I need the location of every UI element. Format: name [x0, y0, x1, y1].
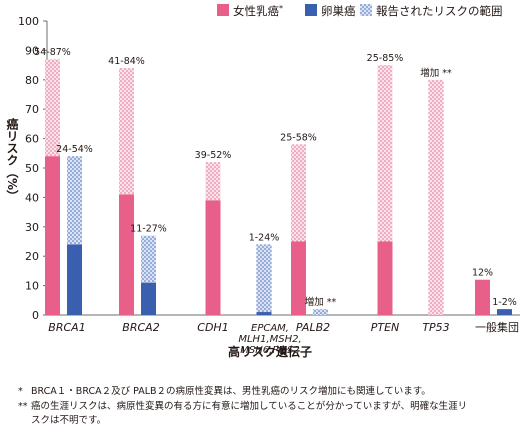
- data-label: 54-87%: [34, 47, 71, 58]
- y-tick-label: 30: [25, 221, 39, 234]
- y-tick-label: 40: [25, 191, 39, 204]
- y-tick-label: 60: [25, 133, 39, 146]
- value-bar-ovarian: [256, 312, 272, 315]
- range-bar-ovarian: [67, 156, 82, 245]
- range-bar-breast: [45, 59, 60, 157]
- x-axis-title: 高リスク遺伝子: [228, 344, 312, 359]
- legend-label-breast: 女性乳癌*: [233, 4, 283, 18]
- footnote-2: ** 癌の生涯リスクは、病原性変異の有る方に有意に増加していることが分かっていま…: [18, 400, 467, 414]
- data-label: 39-52%: [195, 150, 232, 161]
- data-label: 増加 **: [305, 296, 337, 308]
- value-bar-breast: [119, 194, 134, 315]
- value-bar-ovarian: [497, 309, 512, 315]
- legend-swatch-range: [360, 4, 372, 16]
- footnote-text: 癌の生涯リスクは、病原性変異の有る方に有意に増加していることが分かっていますが、…: [31, 401, 468, 412]
- y-tick-label: 20: [25, 250, 39, 263]
- range-bar-breast: [119, 68, 134, 195]
- value-bar-ovarian: [141, 282, 156, 315]
- footnote-text: BRCA１・BRCA２及び PALB２の病原性変異は、男性乳癌のリスク増加にも関…: [31, 386, 431, 397]
- y-tick-label: 90: [25, 44, 39, 57]
- range-bar-breast: [205, 162, 221, 201]
- y-axis-title: 癌リスク（%）: [5, 117, 19, 202]
- footnote-text: スクは不明です。: [31, 415, 107, 426]
- category-label: CDH1: [197, 321, 228, 334]
- footnote-3: スクは不明です。: [18, 414, 106, 428]
- data-label: 24-54%: [56, 144, 93, 155]
- y-tick-label: 80: [25, 74, 39, 87]
- value-bar-ovarian: [67, 244, 82, 315]
- cancer-risk-chart: 0 10 20 30 40 50 60 70 80 90 100 癌リスク（%） 高リスク遺伝子 54-8…: [5, 4, 520, 359]
- y-tick-label: 10: [25, 280, 39, 293]
- category-label: EPCAM,: [251, 323, 289, 334]
- y-tick-label: 100: [18, 15, 39, 28]
- range-bar-breast: [291, 144, 306, 242]
- category-label: BRCA2: [122, 321, 159, 334]
- footnote-mark: **: [18, 401, 28, 412]
- range-bar-ovarian: [256, 244, 272, 313]
- data-label: 1-2%: [492, 297, 517, 308]
- footnote-1: * BRCA１・BRCA２及び PALB２の病原性変異は、男性乳癌のリスク増加に…: [18, 385, 431, 399]
- category-label: TP53: [422, 321, 449, 334]
- footnote-mark: *: [18, 386, 23, 397]
- range-bar-ovarian: [313, 309, 328, 315]
- range-bar-ovarian: [141, 235, 156, 283]
- category-label: PALB2: [296, 321, 330, 334]
- legend-swatch-breast: [217, 4, 229, 16]
- value-bar-breast: [205, 200, 221, 315]
- category-label: MLH1,MSH2,: [238, 334, 301, 345]
- y-tick-label: 50: [25, 162, 39, 175]
- category-label: PTEN: [371, 321, 400, 334]
- value-bar-breast: [475, 279, 490, 315]
- value-bar-breast: [291, 241, 306, 315]
- category-label: MSH6,PMS2: [240, 345, 299, 356]
- y-tick-label: 0: [32, 309, 39, 322]
- value-bar-breast: [377, 241, 393, 315]
- category-label: BRCA1: [48, 321, 85, 334]
- category-label: 一般集団: [475, 320, 519, 334]
- y-tick-label: 70: [25, 103, 39, 116]
- range-bar-breast: [428, 79, 444, 315]
- legend-label-ovarian: 卵巣癌: [321, 4, 356, 18]
- data-label: 増加 **: [420, 67, 452, 79]
- data-label: 11-27%: [130, 224, 167, 235]
- data-label: 41-84%: [108, 56, 145, 67]
- data-label: 25-85%: [367, 53, 404, 64]
- legend-swatch-ovarian: [305, 4, 317, 16]
- range-bar-breast: [377, 65, 393, 242]
- data-label: 25-58%: [280, 132, 317, 143]
- value-bar-breast: [45, 156, 60, 315]
- data-label: 1-24%: [249, 232, 280, 243]
- legend-label-range: 報告されたリスクの範囲: [376, 4, 503, 18]
- data-label: 12%: [472, 268, 493, 279]
